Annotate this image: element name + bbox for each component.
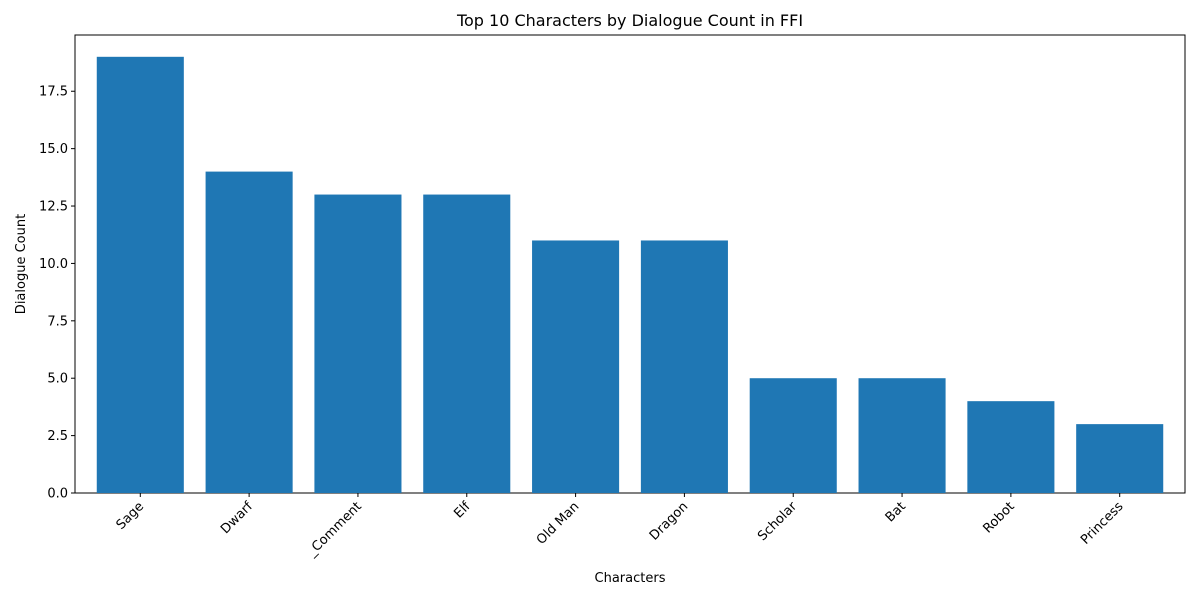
bar-elf — [423, 194, 511, 493]
bar-comment — [314, 194, 402, 493]
x-axis-label: Characters — [595, 571, 666, 586]
y-tick-label: 0.0 — [47, 487, 68, 502]
y-tick-label: 5.0 — [47, 372, 68, 387]
y-axis: 0.0 2.5 5.0 7.5 10.0 12.5 15.0 17.5 — [39, 85, 75, 502]
bar-old-man — [532, 240, 620, 493]
plot-area — [74, 34, 1186, 494]
x-tick-label: Scholar — [755, 499, 800, 544]
x-tick-label: Dwarf — [218, 499, 256, 537]
chart-title: Top 10 Characters by Dialogue Count in F… — [456, 11, 803, 30]
bar-scholar — [749, 378, 837, 493]
x-tick-label: Old Man — [534, 499, 583, 548]
y-tick-label: 10.0 — [39, 257, 68, 272]
bar-dwarf — [205, 171, 293, 493]
x-tick-label: Robot — [980, 499, 1017, 536]
y-tick-label: 2.5 — [47, 429, 68, 444]
bars — [96, 56, 1164, 494]
y-tick-label: 15.0 — [39, 142, 68, 157]
bar-dragon — [640, 240, 728, 493]
y-axis-label: Dialogue Count — [14, 214, 29, 314]
x-tick-label: _Comment — [304, 499, 365, 560]
x-tick-label: Sage — [114, 499, 148, 533]
x-tick-label: Elf — [451, 499, 474, 522]
plot-frame — [74, 34, 1186, 494]
x-tick-label: Princess — [1078, 499, 1127, 548]
bar-bat — [858, 378, 946, 493]
x-tick-label: Dragon — [647, 499, 691, 543]
bar-robot — [967, 401, 1055, 493]
y-tick-label: 17.5 — [39, 85, 68, 100]
bar-princess — [1076, 424, 1164, 493]
x-tick-label: Bat — [883, 499, 909, 525]
y-tick-label: 7.5 — [47, 314, 68, 329]
y-tick-label: 12.5 — [39, 200, 68, 215]
bar-sage — [96, 56, 184, 494]
x-axis: Sage Dwarf _Comment Elf Old Man Dragon Scholar… — [114, 493, 1127, 560]
